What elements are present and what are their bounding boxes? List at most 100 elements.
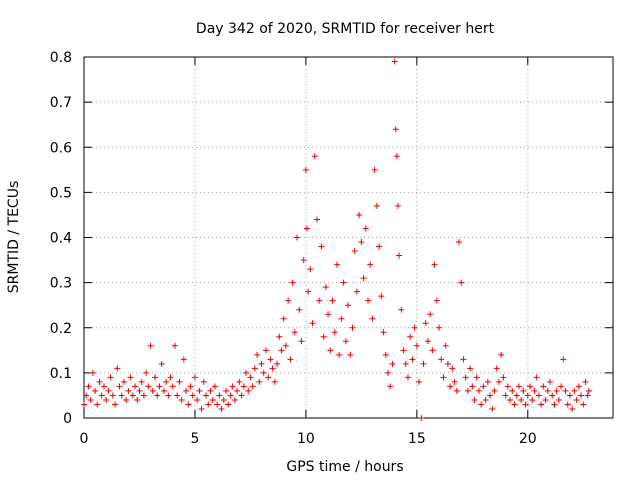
- data-point: [207, 387, 214, 394]
- data-point: [495, 378, 502, 385]
- data-point: [200, 378, 207, 385]
- data-point: [404, 374, 411, 381]
- data-point: [538, 401, 545, 408]
- data-point: [327, 347, 334, 354]
- data-point: [440, 374, 447, 381]
- data-point: [127, 374, 134, 381]
- data-point: [429, 347, 436, 354]
- data-point: [140, 392, 147, 399]
- axis-ticks: [83, 56, 613, 419]
- data-point: [546, 378, 553, 385]
- data-point: [382, 351, 389, 358]
- data-point: [480, 383, 487, 390]
- data-point: [178, 396, 185, 403]
- y-tick-label: 0.6: [50, 140, 72, 156]
- data-point: [322, 284, 329, 291]
- y-tick-label: 0.4: [50, 231, 72, 247]
- data-point: [209, 396, 216, 403]
- data-point: [522, 401, 529, 408]
- data-point: [107, 374, 114, 381]
- data-point: [229, 383, 236, 390]
- data-point: [456, 239, 463, 246]
- data-point: [156, 383, 163, 390]
- data-point: [347, 351, 354, 358]
- y-tick-label: 0: [63, 411, 72, 427]
- data-point: [194, 396, 201, 403]
- data-point: [342, 338, 349, 345]
- data-point: [296, 306, 303, 313]
- data-point: [285, 297, 292, 304]
- data-point: [231, 396, 238, 403]
- data-point: [394, 202, 401, 209]
- y-tick-label: 0.8: [50, 50, 72, 66]
- y-tick-label: 0.5: [50, 185, 72, 201]
- data-point: [509, 387, 516, 394]
- data-point: [529, 396, 536, 403]
- data-point: [566, 392, 573, 399]
- data-point: [109, 392, 116, 399]
- data-point: [183, 387, 190, 394]
- data-point: [340, 279, 347, 286]
- data-point: [407, 333, 414, 340]
- data-point: [211, 383, 218, 390]
- data-points: [81, 58, 592, 421]
- data-point: [105, 387, 112, 394]
- data-point: [515, 383, 522, 390]
- data-point: [369, 315, 376, 322]
- data-point: [531, 387, 538, 394]
- data-point: [371, 166, 378, 173]
- data-point: [289, 279, 296, 286]
- data-point: [507, 396, 514, 403]
- data-point: [256, 378, 263, 385]
- data-point: [360, 275, 367, 282]
- data-point: [92, 387, 99, 394]
- data-point: [271, 378, 278, 385]
- data-point: [392, 126, 399, 133]
- data-point: [309, 320, 316, 327]
- data-point: [203, 392, 210, 399]
- data-point: [555, 396, 562, 403]
- data-point: [345, 302, 352, 309]
- data-point: [160, 387, 167, 394]
- data-point: [551, 401, 558, 408]
- data-point: [416, 378, 423, 385]
- data-point: [331, 329, 338, 336]
- data-point: [98, 392, 105, 399]
- data-point: [478, 401, 485, 408]
- data-point: [376, 243, 383, 250]
- data-point: [504, 383, 511, 390]
- data-point: [313, 216, 320, 223]
- x-tick-label: 0: [80, 431, 89, 447]
- data-point: [462, 374, 469, 381]
- data-point: [420, 360, 427, 367]
- data-point: [216, 392, 223, 399]
- data-point: [336, 351, 343, 358]
- x-tick-labels: 0 5 10 15 20: [80, 431, 537, 447]
- data-point: [85, 383, 92, 390]
- data-point: [356, 211, 363, 218]
- data-point: [402, 360, 409, 367]
- data-point: [540, 383, 547, 390]
- data-point: [191, 374, 198, 381]
- data-point: [94, 401, 101, 408]
- data-point: [120, 378, 127, 385]
- data-point: [502, 392, 509, 399]
- y-tick-label: 0.2: [50, 321, 72, 337]
- data-point: [558, 383, 565, 390]
- data-point: [280, 315, 287, 322]
- data-point: [400, 347, 407, 354]
- data-point: [152, 374, 159, 381]
- data-point: [185, 401, 192, 408]
- data-point: [542, 396, 549, 403]
- data-point: [513, 392, 520, 399]
- data-point: [487, 392, 494, 399]
- data-point: [163, 378, 170, 385]
- data-point: [87, 396, 94, 403]
- data-point: [143, 369, 150, 376]
- chart-title: Day 342 of 2020, SRMTID for receiver her…: [196, 21, 495, 37]
- data-point: [300, 257, 307, 264]
- data-point: [294, 234, 301, 241]
- data-point: [353, 288, 360, 295]
- data-point: [89, 369, 96, 376]
- data-point: [227, 392, 234, 399]
